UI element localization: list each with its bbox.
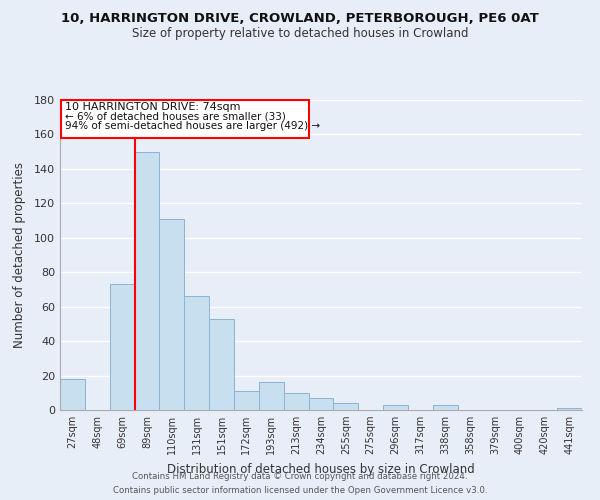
Text: 10, HARRINGTON DRIVE, CROWLAND, PETERBOROUGH, PE6 0AT: 10, HARRINGTON DRIVE, CROWLAND, PETERBOR…: [61, 12, 539, 26]
Bar: [60, 379, 85, 410]
Bar: [184, 296, 209, 410]
Text: Size of property relative to detached houses in Crowland: Size of property relative to detached ho…: [132, 28, 468, 40]
Text: Contains HM Land Registry data © Crown copyright and database right 2024.: Contains HM Land Registry data © Crown c…: [132, 472, 468, 481]
Bar: [234, 391, 259, 410]
Bar: [209, 318, 234, 410]
Y-axis label: Number of detached properties: Number of detached properties: [13, 162, 26, 348]
Text: Contains public sector information licensed under the Open Government Licence v3: Contains public sector information licen…: [113, 486, 487, 495]
Bar: [284, 393, 308, 410]
Bar: [383, 405, 408, 410]
Bar: [334, 403, 358, 410]
Bar: [308, 398, 334, 410]
Bar: [61, 100, 308, 138]
Text: 94% of semi-detached houses are larger (492) →: 94% of semi-detached houses are larger (…: [65, 120, 320, 130]
Bar: [433, 405, 458, 410]
Bar: [110, 284, 134, 410]
Bar: [259, 382, 284, 410]
Bar: [557, 408, 582, 410]
Bar: [160, 219, 184, 410]
Text: ← 6% of detached houses are smaller (33): ← 6% of detached houses are smaller (33): [65, 111, 286, 121]
Text: 10 HARRINGTON DRIVE: 74sqm: 10 HARRINGTON DRIVE: 74sqm: [65, 102, 241, 112]
X-axis label: Distribution of detached houses by size in Crowland: Distribution of detached houses by size …: [167, 462, 475, 475]
Bar: [134, 152, 160, 410]
